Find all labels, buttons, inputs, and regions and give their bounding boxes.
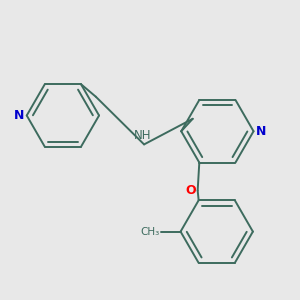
Text: NH: NH (134, 129, 151, 142)
Text: O: O (186, 184, 196, 197)
Text: CH₃: CH₃ (141, 226, 160, 237)
Text: N: N (256, 125, 266, 138)
Text: N: N (14, 109, 25, 122)
